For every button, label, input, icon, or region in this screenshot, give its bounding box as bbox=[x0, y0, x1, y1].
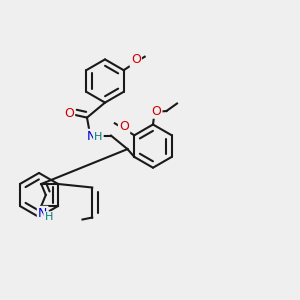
Text: O: O bbox=[131, 53, 141, 66]
Text: H: H bbox=[44, 212, 53, 222]
Text: N: N bbox=[38, 207, 47, 220]
Text: O: O bbox=[64, 106, 74, 120]
Text: N: N bbox=[87, 130, 96, 143]
Text: O: O bbox=[152, 104, 161, 118]
Text: H: H bbox=[94, 131, 103, 142]
Text: O: O bbox=[119, 120, 129, 133]
